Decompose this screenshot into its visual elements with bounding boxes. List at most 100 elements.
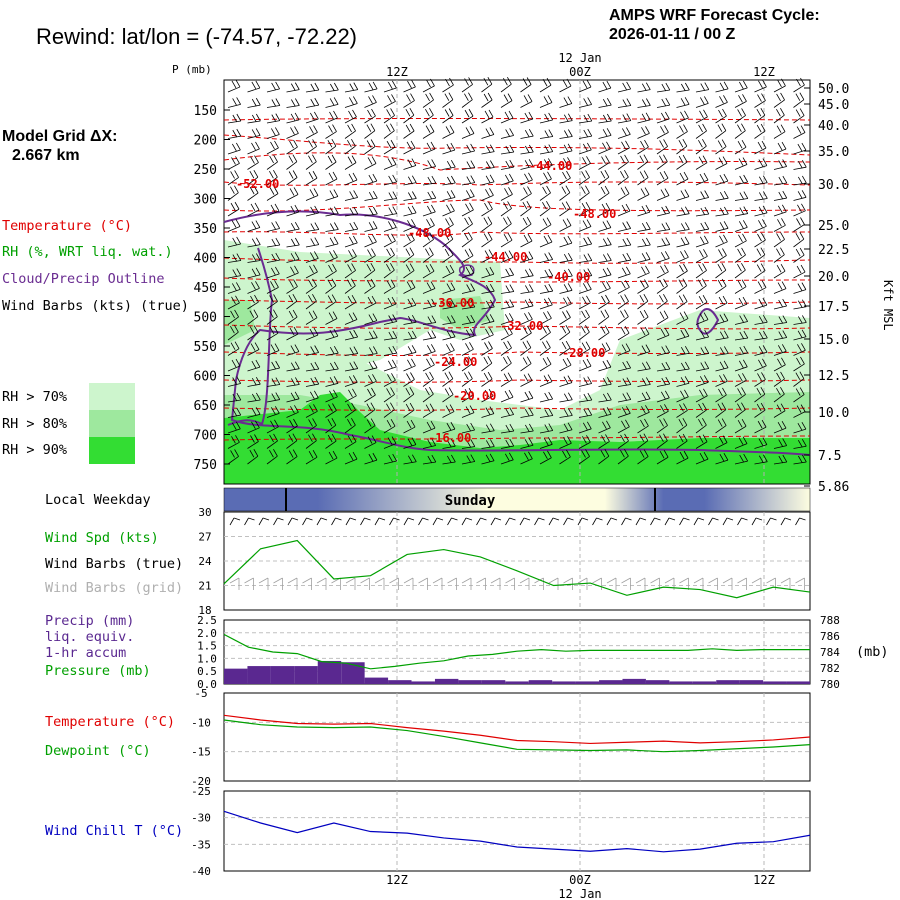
wind-barb — [734, 123, 746, 139]
wind-barb-flag — [639, 171, 645, 179]
wind-barb-true — [751, 517, 757, 526]
wind-barb-flag — [567, 283, 573, 291]
wind-barb-shaft — [247, 413, 261, 418]
wind-barb-shaft — [344, 162, 357, 170]
wind-barb-flag — [367, 157, 373, 165]
wind-barb — [773, 403, 786, 418]
wind-barb — [227, 128, 242, 139]
wind-barb-flag — [524, 160, 530, 168]
wind-barb-flag — [353, 206, 359, 215]
wind-barb — [754, 205, 768, 217]
wind-barb — [617, 309, 629, 325]
wind-barb-flag — [602, 221, 608, 229]
wind-barb-flag — [232, 114, 238, 123]
wind-barb-flag — [487, 371, 493, 380]
wind-barb-shaft — [695, 270, 707, 279]
wind-barb — [286, 126, 299, 139]
wind-barb-flag — [269, 155, 274, 164]
wind-barb-flag — [290, 253, 296, 261]
wind-barb-flag — [722, 295, 728, 304]
wind-barb-flag — [274, 419, 279, 428]
wind-barb-shaft — [344, 228, 358, 232]
wind-barb-flag — [504, 327, 509, 336]
wind-barb-true — [335, 517, 342, 521]
wind-barb-shaft — [715, 337, 729, 341]
wind-barb-shaft — [500, 319, 514, 325]
wind-barb-flag — [470, 283, 475, 291]
wind-barb-flag — [781, 420, 787, 429]
wind-barb-flag — [561, 341, 567, 350]
wind-barb-shaft — [481, 273, 495, 279]
wind-barb — [500, 340, 512, 356]
wind-barb-flag — [309, 328, 315, 337]
wind-barb — [754, 315, 768, 325]
wind-barb-flag — [503, 356, 508, 365]
wind-barb — [715, 418, 727, 434]
pressure-line — [223, 633, 810, 670]
temperature-contour — [223, 324, 811, 330]
wind-barb-flag — [721, 123, 727, 131]
wind-barb-flag — [582, 422, 588, 431]
wind-barb-flag — [640, 419, 645, 428]
wind-barb — [578, 358, 592, 372]
wind-barb — [305, 222, 320, 232]
wind-barb — [286, 293, 298, 310]
wind-barb — [383, 387, 395, 403]
temp-tick-label: -20 — [191, 775, 211, 788]
wind-barb-shaft — [578, 348, 591, 356]
wind-barb — [578, 282, 592, 294]
wind-barb-shaft — [422, 410, 435, 418]
wind-barb-flag — [641, 345, 647, 353]
wind-barb-shaft — [598, 162, 610, 170]
wind-barb-shaft — [695, 395, 708, 403]
wind-barb-shaft — [617, 350, 631, 356]
wind-barb-flag — [738, 221, 744, 229]
wind-barb — [344, 417, 356, 434]
wind-barb-flag — [741, 247, 746, 256]
wind-barb — [754, 454, 768, 465]
wind-barb — [305, 154, 317, 170]
temperature-contour — [223, 231, 811, 236]
wind-barb-flag — [271, 253, 277, 262]
wind-barb-flag — [801, 282, 807, 290]
wind-barb-shaft — [656, 300, 668, 310]
wind-barb-flag — [758, 359, 763, 367]
wind-barb-shaft — [286, 368, 300, 372]
wind-barb — [364, 108, 376, 124]
wind-barb — [676, 403, 688, 418]
wind-barb-flag — [465, 266, 471, 275]
wind-barb-flag — [251, 282, 256, 290]
wind-barb — [559, 283, 573, 294]
wind-barb-flag — [273, 433, 278, 442]
wind-barb — [461, 283, 475, 294]
wind-barb-flag — [427, 299, 432, 308]
wind-barb-shaft — [247, 455, 259, 465]
wind-barb-flag — [566, 310, 571, 318]
wind-barb-shaft — [422, 322, 436, 325]
wind-barb-shaft — [578, 135, 592, 139]
wind-barb-shaft — [773, 99, 785, 108]
wind-barb — [773, 92, 785, 108]
wind-barb-flag — [602, 421, 607, 429]
wind-barb — [617, 360, 632, 372]
wind-barb — [247, 325, 259, 341]
wind-barb — [715, 387, 727, 403]
wind-barb-shaft — [403, 461, 417, 465]
wind-barb-flag — [777, 205, 783, 214]
wind-barb-flag — [566, 170, 571, 179]
cloud-outline-small — [458, 264, 475, 277]
wind-barb — [286, 112, 300, 124]
wind-barb-shaft — [754, 254, 766, 263]
precip-bar — [622, 678, 646, 684]
wind-barb-grid — [737, 577, 747, 584]
wind-barb-shaft — [442, 166, 456, 170]
wind-barb-flag — [548, 252, 553, 260]
wind-barb — [403, 263, 415, 279]
precip-tick-label: 2.5 — [197, 614, 217, 627]
wind-barb-shaft — [364, 213, 378, 217]
wind-barb-flag — [522, 201, 528, 210]
wind-barb-flag — [566, 218, 572, 226]
wind-barb-shaft — [422, 350, 436, 356]
wind-barb-flag — [313, 404, 318, 412]
wind-barb-grid — [766, 577, 776, 584]
